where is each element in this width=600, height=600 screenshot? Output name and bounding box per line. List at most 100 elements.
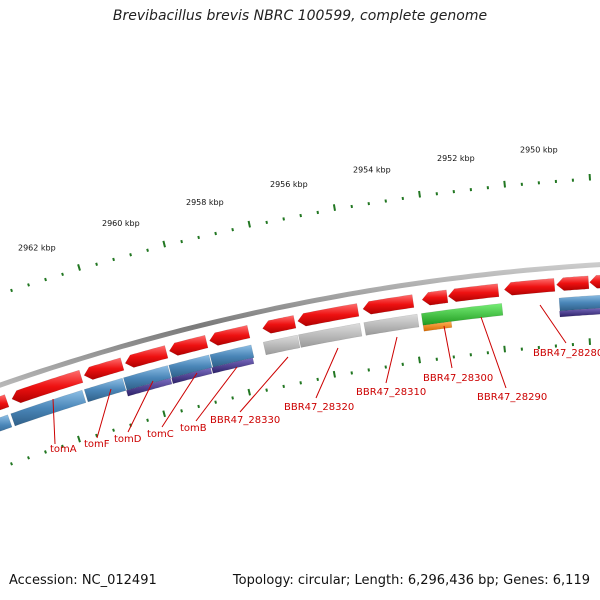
outer-scale-tick [299, 213, 302, 218]
inner-scale-tick [265, 388, 268, 392]
gene-label: tomD [114, 434, 142, 445]
outer-scale-tick [10, 288, 13, 293]
gene-label: tomB [180, 423, 207, 434]
label-leader-line [239, 356, 289, 413]
outer-scale-tick [77, 264, 81, 271]
label-leader-line [443, 325, 453, 369]
inner-scale-tick [332, 370, 336, 378]
accession-label: Accession: NC_012491 [9, 573, 157, 588]
pseudo-segment [262, 334, 301, 356]
gene-arrow [0, 394, 10, 411]
label-leader-line [161, 372, 198, 428]
gene-label: tomF [84, 439, 110, 450]
inner-scale-tick [299, 381, 302, 385]
outer-scale-tick [61, 272, 64, 277]
gene-label: tomA [50, 444, 77, 455]
outer-scale-tick [95, 262, 98, 266]
inner-scale-tick [247, 388, 251, 396]
outer-scale-tick [44, 277, 47, 282]
inner-scale-tick [214, 400, 217, 404]
gene-arrow [556, 275, 590, 291]
gene-label: BBR47_28330 [210, 415, 280, 426]
pseudo-segment [298, 322, 363, 348]
cds-segment [123, 365, 172, 391]
inner-scale-tick [282, 384, 285, 389]
outer-scale-tick [247, 220, 251, 228]
gene-label: BBR47_28320 [284, 402, 354, 413]
scale-label: 2960 kbp [102, 219, 140, 228]
outer-scale-tick [265, 220, 268, 225]
label-leaders [52, 304, 567, 445]
operon-segment [211, 357, 255, 374]
scale-ticks [10, 173, 591, 466]
outer-scale-tick [27, 283, 30, 287]
scale-label: 2952 kbp [437, 154, 475, 163]
outer-scale-tick [332, 204, 336, 211]
inner-scale-tick [27, 456, 30, 460]
inner-scale-tick [77, 435, 81, 443]
inner-scale-tick [401, 362, 404, 366]
outer-scale-tick [146, 248, 149, 252]
inner-scale-tick [95, 433, 98, 438]
outer-scale-tick [418, 190, 421, 198]
outer-scale-tick [384, 199, 387, 203]
label-leader-line [96, 388, 112, 439]
inner-scale-tick [367, 368, 370, 372]
label-leader-line [480, 316, 507, 389]
outer-scale-tick [129, 253, 132, 257]
operon-segment [125, 377, 173, 397]
scale-labels: 2962 kbp 2960 kbp 2958 kbp 2956 kbp 2954 kbp… [18, 145, 558, 252]
genome-summary: Topology: circular; Length: 6,296,436 bp… [232, 573, 590, 588]
gene-track [0, 274, 600, 432]
gene-green-segment [421, 303, 504, 326]
cds-segment [0, 414, 13, 432]
inner-scale-tick [162, 410, 166, 418]
outer-scale-tick [180, 239, 183, 244]
inner-scale-tick [112, 428, 115, 432]
outer-scale-tick [231, 227, 234, 232]
outer-scale-tick [214, 231, 217, 236]
outer-scale-tick [282, 217, 285, 221]
inner-scale-tick [503, 345, 506, 353]
label-leader-line [385, 336, 398, 384]
pseudo-segment [363, 313, 420, 336]
label-leader-line [127, 380, 154, 433]
label-leader-line [539, 304, 567, 344]
outer-scale-tick [112, 257, 115, 262]
inner-scale-tick [316, 377, 319, 382]
label-leader-line [195, 366, 238, 422]
cds-segment [209, 344, 255, 368]
scale-label: 2958 kbp [186, 198, 224, 207]
outer-scale-tick [503, 180, 506, 188]
gene-arrow [262, 315, 297, 334]
gene-label: BBR47_28290 [477, 392, 547, 403]
operon-segment [171, 367, 213, 385]
outer-scale-tick [367, 202, 370, 206]
gene-arrow [209, 324, 251, 346]
inner-scale-tick [384, 365, 387, 369]
label-leader-line [315, 347, 339, 399]
gene-arrow [124, 345, 169, 368]
inner-scale-tick [61, 444, 64, 449]
gene-label: tomC [147, 429, 174, 440]
gene-arrow [11, 369, 84, 404]
scale-label: 2956 kbp [270, 180, 308, 189]
outer-scale-tick [162, 240, 166, 248]
gene-arrow [83, 357, 125, 380]
cds-segment [10, 389, 87, 427]
gene-arrow [503, 278, 556, 296]
inner-scale-tick [180, 409, 183, 413]
gene-label: BBR47_28300 [423, 373, 493, 384]
inner-scale-tick [231, 396, 234, 400]
inner-scale-tick [350, 371, 353, 375]
operon-segment [559, 307, 600, 318]
scale-label: 2954 kbp [353, 165, 391, 174]
gene-label: BBR47_28310 [356, 387, 426, 398]
cds-segment [83, 377, 127, 403]
map-title: Brevibacillus brevis NBRC 100599, comple… [112, 8, 488, 24]
scale-label: 2962 kbp [18, 244, 56, 253]
scale-label: 2950 kbp [520, 145, 558, 154]
gene-arrow [362, 294, 415, 315]
